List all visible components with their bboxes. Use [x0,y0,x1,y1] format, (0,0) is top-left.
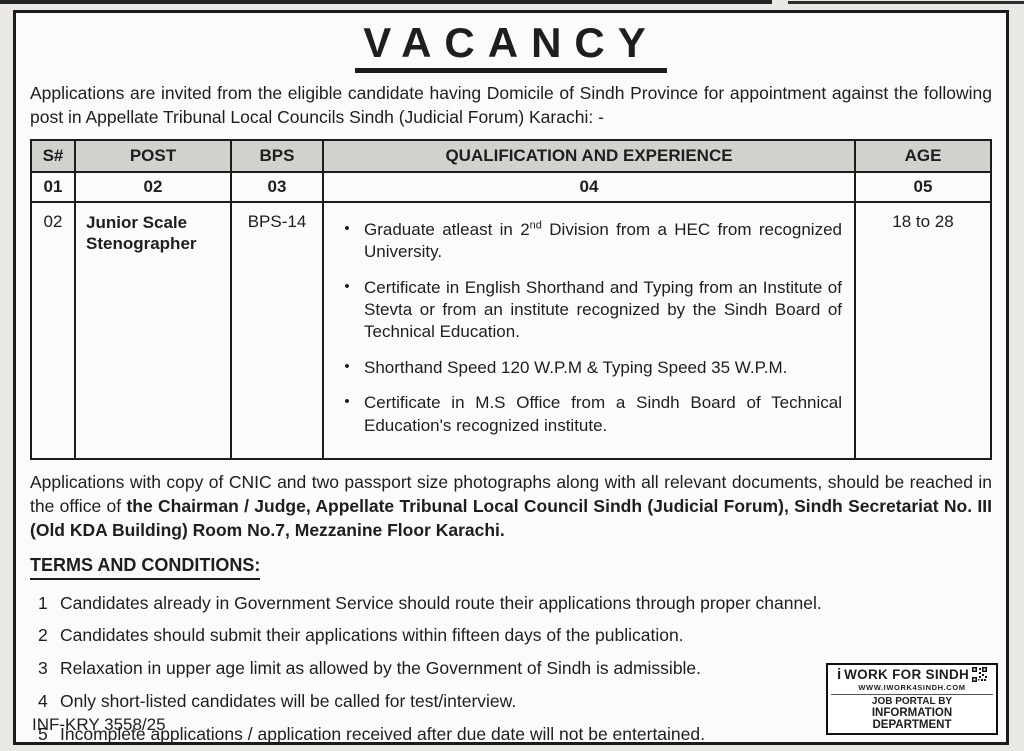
column-number: 02 [74,170,232,203]
title-wrap: VACANCY [30,20,992,74]
page-title: VACANCY [355,20,667,74]
portal-sub-block: JOB PORTAL BY INFORMATION DEPARTMENT [831,694,993,731]
term-item: 2 Candidates should submit their applicat… [38,624,992,647]
bullet-icon: • [344,393,350,411]
job-portal-stamp: i WORK FOR SINDH WWW.IWORK4SINDH.COM JOB… [826,663,998,735]
portal-brand-row: i WORK FOR SINDH [831,667,993,682]
qualification-bullet-item: • Certificate in English Shorthand and Ty… [330,277,842,344]
portal-brand-text: WORK FOR SINDH [844,667,970,682]
qualification-text: Certificate in M.S Office from a Sindh B… [364,393,842,435]
newspaper-top-rule-right [788,1,1024,4]
qualification-list: • Graduate atleast in 2nd Division from a… [330,219,842,438]
column-number: 04 [322,170,856,203]
column-number: 03 [230,170,324,203]
bullet-icon: • [344,219,350,237]
cell-bps: BPS-14 [230,200,324,461]
term-text: Only short-listed candidates will be cal… [60,690,517,711]
column-number: 01 [30,170,76,203]
apply-text-normal: Applications with copy of CNIC and two p… [30,472,992,517]
column-header-serial: S# [30,138,76,173]
cell-qualification: • Graduate atleast in 2nd Division from a… [322,200,856,461]
portal-subtitle-1: JOB PORTAL BY [871,696,953,707]
column-number-row: 01 02 03 04 05 [30,170,992,203]
vacancy-table: S# POST BPS QUALIFICATION AND EXPERIENCE… [30,138,992,461]
terms-heading: TERMS AND CONDITIONS: [30,555,992,580]
terms-heading-text: TERMS AND CONDITIONS: [30,555,261,580]
term-text: Candidates already in Government Service… [60,592,822,613]
column-number: 05 [854,170,992,203]
term-text: Incomplete applications / application re… [60,723,705,744]
term-number: 3 [38,658,48,679]
term-number: 5 [38,723,48,744]
terms-list: 1 Candidates already in Government Servic… [30,592,992,751]
qualification-text: Graduate atleast in 2nd Division from a … [364,219,842,262]
portal-url: WWW.IWORK4SINDH.COM [858,683,966,692]
newspaper-top-rule-left [0,0,772,4]
qualification-bullet-item: • Graduate atleast in 2nd Division from a… [330,219,842,264]
qualification-text: Certificate in English Shorthand and Typ… [364,277,842,342]
term-item: 5 Incomplete applications / application r… [38,723,992,746]
column-header-qualification: QUALIFICATION AND EXPERIENCE [322,138,856,173]
column-header-bps: BPS [230,138,324,173]
cell-serial: 02 [30,200,76,461]
qualification-bullet-item: • Certificate in M.S Office from a Sindh … [330,392,842,437]
column-header-post: POST [74,138,232,173]
qualification-text: Shorthand Speed 120 W.P.M & Typing Speed… [364,357,788,377]
qualification-bullet-item: • Shorthand Speed 120 W.P.M & Typing Spee… [330,357,842,379]
application-instructions-paragraph: Applications with copy of CNIC and two p… [30,470,992,542]
advertisement-reference-number: INF-KRY 3558/25 [32,715,166,734]
portal-subtitle-2: INFORMATION DEPARTMENT [871,707,953,731]
term-item: 4 Only short-listed candidates will be ca… [38,690,992,713]
term-item: 3 Relaxation in upper age limit as allowe… [38,657,992,680]
intro-paragraph: Applications are invited from the eligib… [30,83,992,127]
table-row: 02 Junior Scale Stenographer BPS-14 • Gra… [30,200,992,461]
cell-post: Junior Scale Stenographer [74,200,232,461]
apply-text-bold: the Chairman / Judge, Appellate Tribunal… [30,496,992,541]
term-text: Candidates should submit their applicati… [60,625,684,646]
portal-brand-prefix: i [836,666,842,683]
table-header-row: S# POST BPS QUALIFICATION AND EXPERIENCE… [30,138,992,173]
term-text: Relaxation in upper age limit as allowed… [60,658,702,679]
bullet-icon: • [344,277,350,295]
term-number: 1 [38,592,48,613]
term-item: 1 Candidates already in Government Servic… [38,592,992,615]
cell-age: 18 to 28 [854,200,992,461]
vacancy-advertisement: VACANCY Applications are invited from th… [13,10,1009,745]
term-number: 4 [38,690,48,711]
column-header-age: AGE [854,138,992,173]
qr-code-icon [972,667,988,682]
bullet-icon: • [344,357,350,375]
term-number: 2 [38,625,48,646]
